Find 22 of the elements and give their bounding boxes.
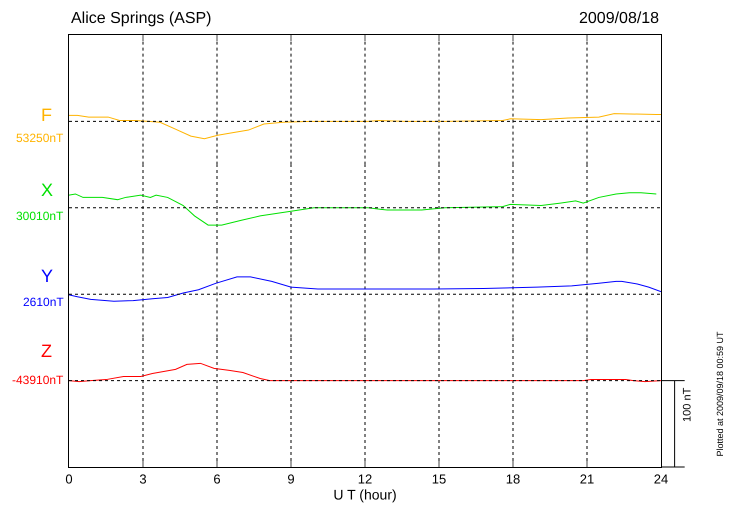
text: -43910nT <box>12 373 64 387</box>
series-label: Y <box>41 266 54 286</box>
text: 30010nT <box>16 209 64 223</box>
series-label: F <box>41 105 52 125</box>
x-tick-label: 15 <box>432 472 446 487</box>
text: 100 nT <box>681 387 694 422</box>
x-tick-label: 3 <box>139 472 147 487</box>
x-tick-label: 18 <box>506 472 520 487</box>
x-axis-title: U T (hour) <box>333 486 397 503</box>
x-tick-label: 6 <box>213 472 221 487</box>
text: 2610nT <box>23 295 64 309</box>
x-tick-label: 24 <box>654 472 668 487</box>
series-label: X <box>41 180 54 200</box>
chart-title: Alice Springs (ASP) <box>71 10 212 27</box>
text: 53250nT <box>16 131 64 145</box>
x-tick-label: 12 <box>358 472 372 487</box>
x-tick-label: 9 <box>287 472 295 487</box>
text: Plotted at 2009/09/18 00:59 UT <box>714 330 725 457</box>
x-tick-label: 0 <box>65 472 73 487</box>
series-label: Z <box>41 341 52 361</box>
text: 2009/08/18 <box>579 10 660 27</box>
x-tick-label: 21 <box>580 472 594 487</box>
